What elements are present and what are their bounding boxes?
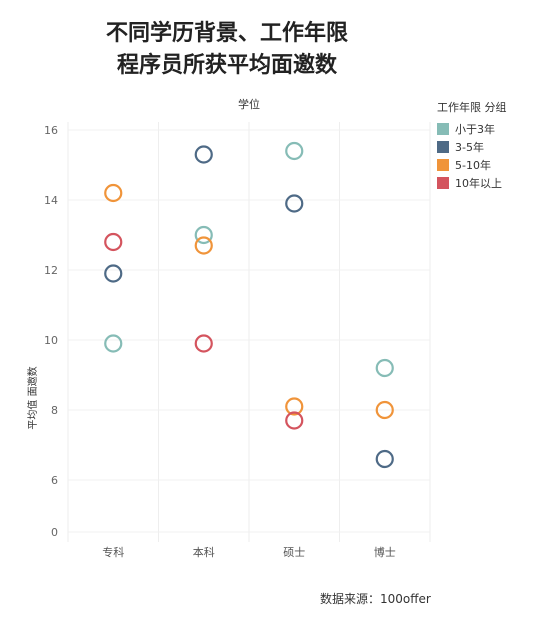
data-point <box>194 225 213 245</box>
x-tick-label: 本科 <box>193 545 215 559</box>
x-tick-label: 博士 <box>374 546 396 559</box>
data-point <box>104 183 123 203</box>
data-point <box>285 141 304 161</box>
y-tick-label: 12 <box>44 264 58 277</box>
legend-label: 5-10年 <box>455 159 491 172</box>
chart-title-line-1: 不同学历背景、工作年限 <box>105 21 348 46</box>
legend-label: 10年以上 <box>455 177 502 190</box>
data-point <box>194 236 213 255</box>
data-point <box>285 397 304 416</box>
legend-swatch <box>437 177 449 189</box>
legend: 工作年限 分组 小于3年 3-5年 5-10年 10年以上 <box>437 99 507 192</box>
data-point <box>375 358 394 378</box>
y-tick-label: 6 <box>51 474 58 487</box>
data-point <box>285 194 304 213</box>
data-point <box>285 411 304 430</box>
data-point <box>375 400 394 420</box>
legend-item: 10年以上 <box>437 174 507 192</box>
data-point <box>194 145 213 164</box>
legend-label: 小于3年 <box>455 123 495 136</box>
chart-title-line-2: 程序员所获平均面邀数 <box>116 53 337 78</box>
data-point <box>104 232 123 252</box>
source-note: 数据来源：100offer <box>320 592 431 606</box>
legend-label: 3-5年 <box>455 141 484 154</box>
data-point <box>104 264 123 283</box>
x-tick-label: 专科 <box>102 545 124 559</box>
y-tick-label: 10 <box>44 334 58 347</box>
y-tick-label: 0 <box>51 526 58 539</box>
data-point <box>104 334 123 353</box>
legend-swatch <box>437 159 449 171</box>
chart-title: 不同学历背景、工作年限 程序员所获平均面邀数 <box>0 18 454 82</box>
legend-title: 工作年限 分组 <box>437 101 507 114</box>
y-tick-label: 14 <box>44 194 58 207</box>
legend-swatch <box>437 141 449 153</box>
y-tick-label: 16 <box>44 124 58 137</box>
legend-item: 5-10年 <box>437 156 507 174</box>
x-tick-label: 硕士 <box>283 546 305 559</box>
y-tick-label: 8 <box>51 404 58 417</box>
column-header: 学位 <box>238 97 260 111</box>
legend-item: 3-5年 <box>437 138 507 156</box>
data-point <box>194 334 213 353</box>
y-axis-label: 平均值 面邀数 <box>26 366 39 429</box>
legend-items: 小于3年 3-5年 5-10年 10年以上 <box>437 120 507 192</box>
data-point <box>375 449 394 469</box>
legend-swatch <box>437 123 449 135</box>
legend-item: 小于3年 <box>437 120 507 138</box>
